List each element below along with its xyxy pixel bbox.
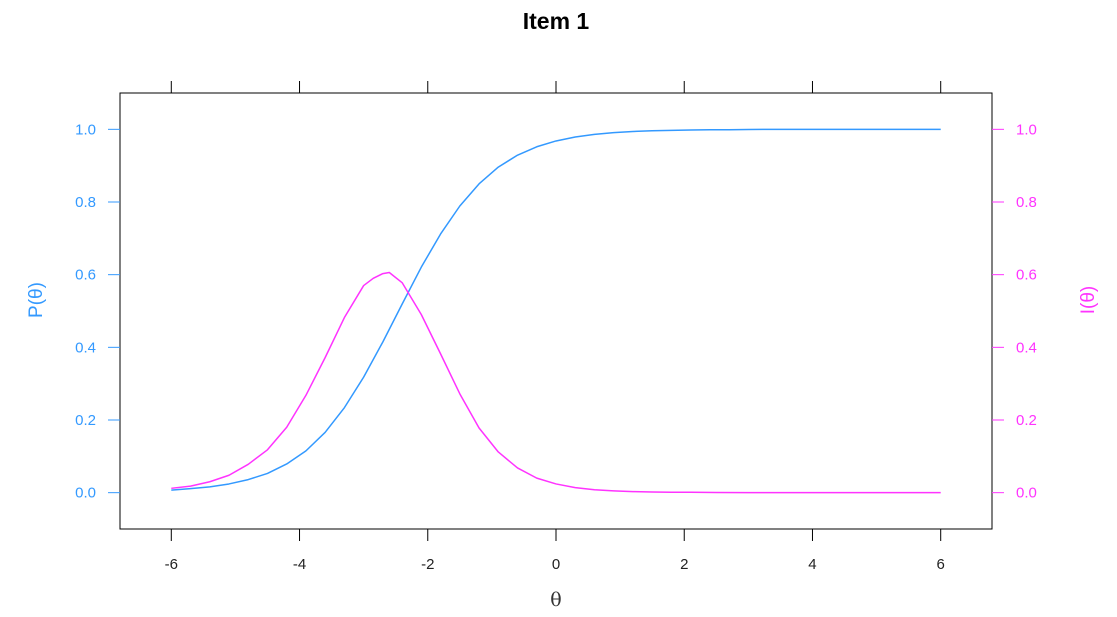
x-tick-label: -4 [293,556,306,573]
y-right-tick-label: 0.4 [1016,339,1037,356]
y-left-tick-label: 0.2 [75,412,96,429]
y-axis-label-right: I(θ) [1078,286,1099,315]
y-right-tick-label: 0.2 [1016,412,1037,429]
y-left-tick-label: 0.0 [75,485,96,502]
y-right-tick-label: 0.8 [1016,194,1037,211]
plot-frame [119,92,993,530]
series-line-i-theta [171,271,941,494]
x-tick-label: 6 [937,556,945,573]
y-left-tick-label: 1.0 [75,121,96,138]
bottom-ticks: -6 -4 -2 0 2 4 6 [165,529,945,573]
y-left-tick-label: 0.8 [75,194,96,211]
chart-title: Item 1 [523,8,590,34]
x-axis-label: θ [550,589,561,611]
right-ticks: 0.0 0.2 0.4 0.6 0.8 1.0 [992,121,1037,502]
x-tick-label: 4 [808,556,816,573]
x-tick-label: -6 [165,556,178,573]
y-left-tick-label: 0.4 [75,339,96,356]
series-line-p-theta [171,128,941,491]
top-ticks [170,81,942,93]
y-axis-label-left: P(θ) [26,282,47,318]
x-tick-label: 2 [680,556,688,573]
x-tick-label: -2 [421,556,434,573]
left-ticks: 0.0 0.2 0.4 0.6 0.8 1.0 [75,121,120,502]
y-right-tick-label: 1.0 [1016,121,1037,138]
y-right-tick-label: 0.6 [1016,267,1037,284]
y-right-tick-label: 0.0 [1016,485,1037,502]
x-tick-label: 0 [552,556,560,573]
y-left-tick-label: 0.6 [75,267,96,284]
series-layer [171,128,941,494]
